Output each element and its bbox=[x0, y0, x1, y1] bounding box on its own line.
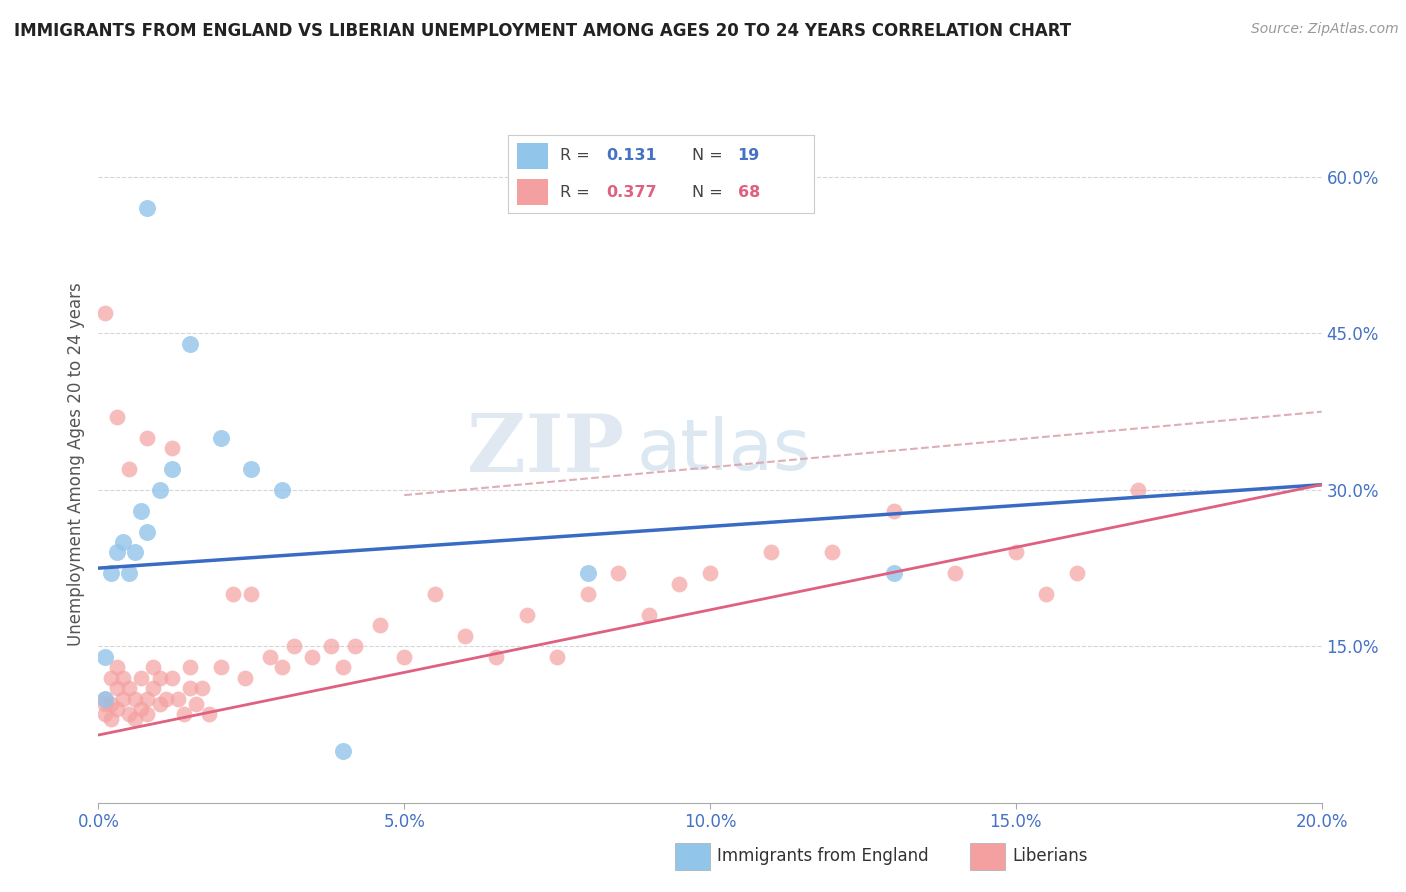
Point bbox=[136, 707, 159, 722]
Point bbox=[423, 587, 446, 601]
Point bbox=[142, 660, 165, 674]
Point bbox=[368, 618, 391, 632]
Point bbox=[516, 608, 538, 623]
Point bbox=[124, 691, 146, 706]
Point bbox=[100, 697, 122, 711]
Point bbox=[160, 671, 183, 685]
Point bbox=[129, 504, 152, 518]
Point bbox=[283, 640, 305, 654]
Text: ZIP: ZIP bbox=[467, 411, 624, 490]
Y-axis label: Unemployment Among Ages 20 to 24 years: Unemployment Among Ages 20 to 24 years bbox=[66, 282, 84, 646]
Point bbox=[111, 691, 134, 706]
Point bbox=[129, 671, 152, 685]
Point bbox=[197, 707, 219, 722]
Point bbox=[259, 649, 281, 664]
Point bbox=[105, 409, 128, 424]
Text: atlas: atlas bbox=[637, 416, 811, 484]
Point bbox=[179, 337, 201, 351]
Point bbox=[576, 566, 599, 581]
Point bbox=[301, 649, 323, 664]
Point bbox=[155, 691, 177, 706]
Point bbox=[160, 441, 183, 455]
Point bbox=[1004, 545, 1026, 559]
Point bbox=[1066, 566, 1088, 581]
Text: Immigrants from England: Immigrants from England bbox=[717, 847, 929, 865]
Point bbox=[105, 681, 128, 695]
Point bbox=[607, 566, 630, 581]
Text: Liberians: Liberians bbox=[1012, 847, 1088, 865]
Point bbox=[160, 462, 183, 476]
Point bbox=[759, 545, 782, 559]
Point bbox=[118, 707, 141, 722]
Point bbox=[93, 697, 115, 711]
Point bbox=[93, 691, 115, 706]
Point bbox=[136, 202, 159, 216]
Point bbox=[93, 691, 115, 706]
Point bbox=[668, 576, 690, 591]
Point bbox=[100, 712, 122, 726]
Point bbox=[1035, 587, 1057, 601]
Point bbox=[546, 649, 568, 664]
Point bbox=[454, 629, 477, 643]
Point bbox=[93, 649, 115, 664]
Point bbox=[149, 671, 172, 685]
Point bbox=[883, 504, 905, 518]
Point bbox=[105, 702, 128, 716]
Point bbox=[270, 660, 292, 674]
Point bbox=[111, 671, 134, 685]
Point bbox=[142, 681, 165, 695]
Point bbox=[93, 305, 115, 319]
Point bbox=[105, 545, 128, 559]
Point bbox=[167, 691, 190, 706]
Point bbox=[240, 587, 263, 601]
Point bbox=[943, 566, 966, 581]
Point bbox=[576, 587, 599, 601]
Point bbox=[344, 640, 367, 654]
Point bbox=[1128, 483, 1150, 497]
Point bbox=[136, 524, 159, 539]
Point bbox=[319, 640, 342, 654]
Point bbox=[233, 671, 256, 685]
Point bbox=[222, 587, 245, 601]
Point bbox=[332, 744, 354, 758]
Point bbox=[136, 691, 159, 706]
Point bbox=[100, 566, 122, 581]
Point bbox=[637, 608, 661, 623]
Point bbox=[186, 697, 208, 711]
Point bbox=[179, 681, 201, 695]
Point bbox=[270, 483, 292, 497]
Point bbox=[699, 566, 721, 581]
Point bbox=[100, 671, 122, 685]
Point bbox=[124, 545, 146, 559]
Point bbox=[124, 712, 146, 726]
Point bbox=[332, 660, 354, 674]
Point bbox=[129, 702, 152, 716]
Point bbox=[485, 649, 508, 664]
Point bbox=[111, 535, 134, 549]
Point bbox=[209, 660, 232, 674]
Point bbox=[136, 431, 159, 445]
Point bbox=[173, 707, 195, 722]
Point bbox=[118, 462, 141, 476]
Point bbox=[118, 681, 141, 695]
Text: Source: ZipAtlas.com: Source: ZipAtlas.com bbox=[1251, 22, 1399, 37]
Point bbox=[191, 681, 214, 695]
Point bbox=[149, 483, 172, 497]
Point bbox=[240, 462, 263, 476]
Point bbox=[392, 649, 416, 664]
Text: IMMIGRANTS FROM ENGLAND VS LIBERIAN UNEMPLOYMENT AMONG AGES 20 TO 24 YEARS CORRE: IMMIGRANTS FROM ENGLAND VS LIBERIAN UNEM… bbox=[14, 22, 1071, 40]
Point bbox=[179, 660, 201, 674]
Point bbox=[118, 566, 141, 581]
Point bbox=[209, 431, 232, 445]
Point bbox=[821, 545, 844, 559]
Point bbox=[105, 660, 128, 674]
Point bbox=[93, 707, 115, 722]
Point bbox=[883, 566, 905, 581]
Point bbox=[149, 697, 172, 711]
